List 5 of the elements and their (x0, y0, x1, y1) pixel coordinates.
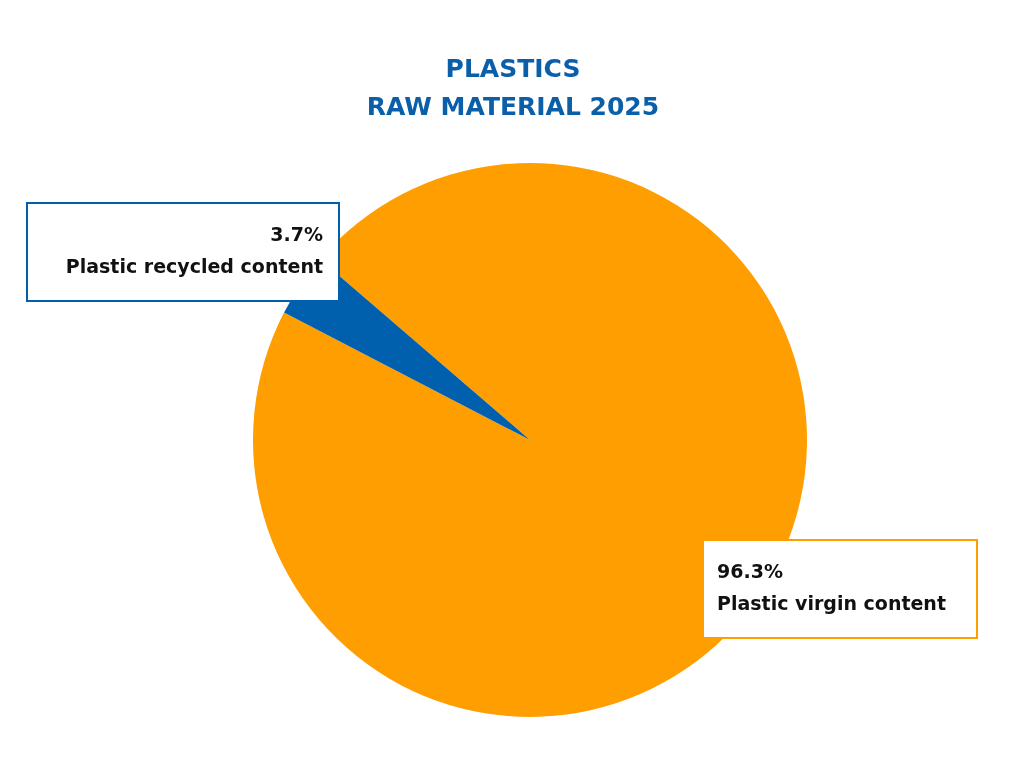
chart-title: PLASTICS RAW MATERIAL 2025 (366, 53, 660, 121)
slice-label: Plastic virgin content (717, 591, 946, 614)
data-label: 96.3% (717, 559, 783, 582)
data-label: 3.7% (270, 222, 323, 245)
slice-label: Plastic recycled content (65, 254, 323, 277)
